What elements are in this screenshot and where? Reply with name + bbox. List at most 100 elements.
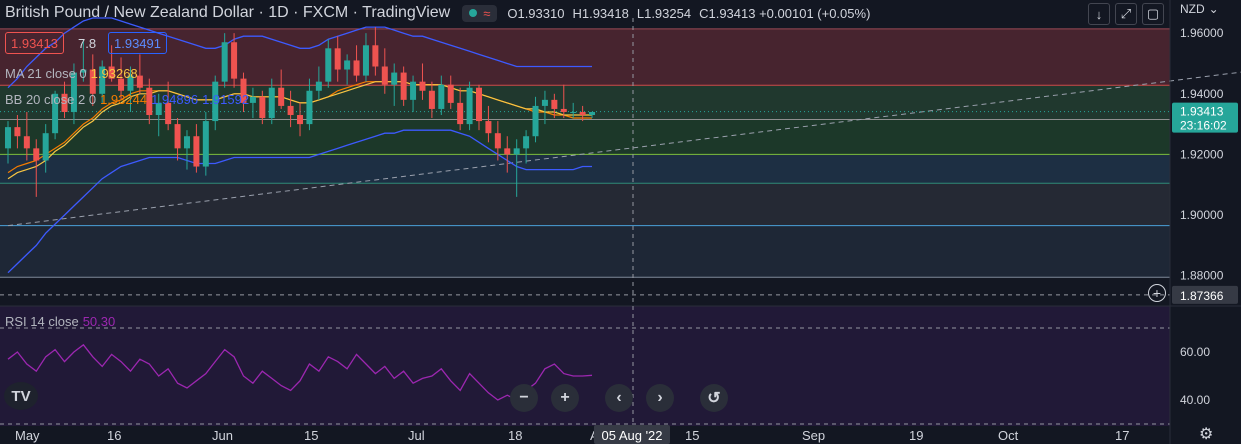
download-icon[interactable]: ↓ xyxy=(1088,3,1110,25)
bb-name: BB 20 close 2 0 xyxy=(5,92,97,107)
candle-body xyxy=(14,127,21,137)
candle-body xyxy=(391,72,398,85)
candle xyxy=(381,48,388,94)
candle-body xyxy=(212,81,219,122)
candle xyxy=(268,78,275,125)
candle-body xyxy=(513,148,520,155)
candle xyxy=(287,90,294,128)
candle-body xyxy=(99,66,106,94)
candle-body xyxy=(400,72,407,100)
price-axis-label: 1.94000 xyxy=(1180,87,1224,101)
candle-body xyxy=(589,111,596,116)
ohlc-values: O1.93310 H1.93418 L1.93254 C1.93413 +0.0… xyxy=(507,6,870,21)
candle-body xyxy=(344,60,351,70)
candle xyxy=(513,139,520,197)
time-axis-label: Oct xyxy=(998,428,1019,443)
zoom-in-button[interactable]: + xyxy=(551,384,579,412)
candle-body xyxy=(457,102,464,125)
candle xyxy=(155,93,162,137)
candle xyxy=(278,69,285,109)
gear-icon[interactable]: ⚙ xyxy=(1199,426,1214,443)
fullscreen-icon[interactable]: ▢ xyxy=(1142,3,1164,25)
time-axis-label: 17 xyxy=(1115,428,1129,443)
candle xyxy=(99,60,106,103)
candle xyxy=(447,75,454,109)
candle-body xyxy=(447,84,454,103)
bb-legend[interactable]: BB 20 close 2 0 1.93244 1.94896 1.91592 xyxy=(5,92,249,107)
candle-body xyxy=(579,111,586,116)
candle xyxy=(297,102,304,137)
candle xyxy=(579,105,586,122)
last-price-label: 1.93413 xyxy=(1180,105,1224,119)
candle xyxy=(532,96,539,143)
candle xyxy=(334,36,341,82)
tradingview-logo[interactable]: TV xyxy=(4,382,38,410)
candle-body xyxy=(315,81,322,91)
rsi-axis-label: 40.00 xyxy=(1180,393,1210,407)
candle-body xyxy=(33,148,40,161)
candle xyxy=(428,81,435,119)
candle-body xyxy=(70,72,77,112)
scroll-left-button[interactable]: ‹ xyxy=(605,384,633,412)
candle xyxy=(325,39,332,88)
candle xyxy=(485,105,492,143)
candle xyxy=(353,45,360,82)
candle xyxy=(202,111,209,176)
time-axis-label: 19 xyxy=(909,428,923,443)
price-axis-label: 1.96000 xyxy=(1180,26,1224,40)
time-axis-label: 15 xyxy=(304,428,318,443)
candle xyxy=(466,81,473,131)
sell-button[interactable]: 1.93413 xyxy=(5,32,64,54)
candle-body xyxy=(372,45,379,67)
candle-body xyxy=(52,93,59,134)
candle xyxy=(249,87,256,119)
candle xyxy=(372,27,379,76)
ohlc-close: C1.93413 +0.00101 (+0.05%) xyxy=(699,5,871,21)
fib-zone xyxy=(0,28,1170,86)
candle xyxy=(589,111,596,119)
candle-body xyxy=(146,87,153,116)
ma-legend[interactable]: MA 21 close 0 1.93268 xyxy=(5,66,138,81)
candle xyxy=(457,87,464,131)
bb-basis-value: 1.93244 xyxy=(100,92,148,107)
candle-body xyxy=(127,75,134,91)
candle xyxy=(259,90,266,125)
candle-body xyxy=(438,84,445,109)
candle xyxy=(61,81,68,119)
candle xyxy=(52,90,59,140)
zoom-out-button[interactable]: − xyxy=(510,384,538,412)
buy-button[interactable]: 1.93491 xyxy=(108,32,167,54)
crosshair-price-tag xyxy=(1172,285,1238,304)
candle xyxy=(33,139,40,197)
bb-upper-line xyxy=(7,17,592,89)
candle xyxy=(221,33,228,88)
scroll-right-button[interactable]: › xyxy=(646,384,674,412)
reset-chart-button[interactable]: ↺ xyxy=(700,384,728,412)
candle xyxy=(438,75,445,116)
bar-countdown-label: 23:16:02 xyxy=(1180,119,1227,133)
candle-body xyxy=(5,127,11,149)
rsi-legend[interactable]: RSI 14 close 50.30 xyxy=(5,314,115,329)
candle xyxy=(240,72,247,112)
candle xyxy=(193,124,200,173)
currency-selector[interactable]: NZD ⌄ xyxy=(1180,2,1219,16)
candle-body xyxy=(108,66,115,79)
candle-body xyxy=(61,93,68,112)
expand-icon[interactable]: ⤢ xyxy=(1115,3,1137,25)
candle-body xyxy=(231,42,238,79)
candle-body xyxy=(297,115,304,125)
price-axis-label: 1.92000 xyxy=(1180,147,1224,161)
candle-body xyxy=(428,90,435,109)
chart-toolbar: ↓ ⤢ ▢ xyxy=(1088,3,1164,25)
market-status[interactable]: ≈ xyxy=(462,4,498,22)
candle xyxy=(89,54,96,106)
symbol-title[interactable]: British Pound / New Zealand Dollar · 1D … xyxy=(5,4,451,21)
candle xyxy=(494,121,501,161)
candle xyxy=(174,118,181,161)
add-alert-icon[interactable]: + xyxy=(1148,284,1166,302)
rsi-axis-label: 60.00 xyxy=(1180,345,1210,359)
ohlc-low: L1.93254 xyxy=(636,5,692,21)
time-axis-label: Jun xyxy=(212,428,233,443)
candle xyxy=(70,63,77,125)
